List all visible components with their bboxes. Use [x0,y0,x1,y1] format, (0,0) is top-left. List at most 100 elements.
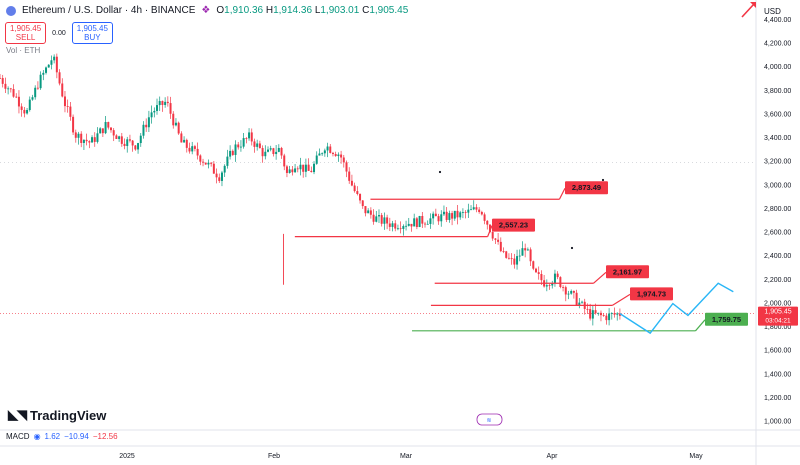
candle-body [310,170,313,173]
drawing-dot [438,170,442,174]
candle-body [553,273,556,284]
candle-body [20,106,23,110]
candle-body [597,312,600,314]
candle-body [364,206,367,214]
y-tick-label: 4,000.00 [764,64,791,71]
candle-body [532,261,535,269]
event-flag-icon [476,413,503,426]
candle-body [191,146,194,152]
candle-body [1,78,4,84]
candle-body [145,124,148,128]
candle-body [185,139,188,148]
candle-body [58,72,61,84]
candle-body [359,193,362,201]
candle-body [591,310,594,319]
candle-body [128,139,131,141]
ohlc-values: O1,910.36 H1,914.36 L1,903.01 C1,905.45 [216,5,409,16]
candle-body [72,116,75,133]
candle-body [47,64,50,68]
candle-body [613,313,616,315]
candle-body [440,214,443,222]
candle-body [437,216,440,222]
candle-body [510,258,513,260]
candle-body [377,215,380,217]
candle-body [315,155,318,164]
candle-body [31,97,34,100]
y-tick-label: 1,800.00 [764,324,791,331]
candle-body [264,151,267,157]
y-tick-label: 3,600.00 [764,111,791,118]
level-label-box [606,265,649,279]
candle-body [99,128,102,134]
indicators-icon[interactable]: ❖ [201,5,211,16]
candle-body [470,209,473,211]
candle-body [261,148,264,157]
y-tick-label: 1,600.00 [764,348,791,355]
candle-body [202,161,205,163]
candle-body [375,216,378,222]
candle-body [616,313,619,315]
candle-body [464,212,467,213]
y-tick-label: 3,000.00 [764,182,791,189]
candle-body [499,241,502,252]
y-tick-label: 3,800.00 [764,88,791,95]
candle-body [396,228,399,230]
symbol-title[interactable]: Ethereum / U.S. Dollar · 4h · BINANCE [22,5,196,16]
candle-body [518,255,521,257]
candle-body [394,223,397,229]
candle-body [180,133,183,143]
candle-body [39,74,42,89]
candle-body [535,268,538,273]
level-label-box [492,218,535,232]
candle-body [570,290,573,294]
level-connector [612,293,631,306]
candle-body [107,122,110,128]
candle-body [564,287,567,295]
candle-body [548,285,551,286]
candle-body [575,292,578,306]
ethereum-logo-icon [6,5,16,16]
candle-body [445,211,448,220]
candle-body [562,287,565,288]
candle-body [383,217,386,224]
candle-body [505,251,508,258]
macd-label: MACD [6,432,30,441]
drawing-dot [601,178,605,182]
candle-body [153,110,156,113]
y-tick-label: 3,400.00 [764,135,791,142]
candle-body [158,101,161,106]
candle-body [256,143,259,147]
candle-body [372,214,375,222]
y-tick-label: 1,000.00 [764,419,791,426]
candle-body [472,207,475,210]
currency-label[interactable]: USD [764,7,781,16]
candle-body [12,88,15,97]
candle-body [156,105,159,111]
candle-body [258,143,261,149]
candle-body [28,99,31,110]
x-tick-label: 2025 [119,453,135,460]
candle-body [169,103,172,114]
candle-body [15,96,18,98]
spread-value: 0.00 [52,29,66,37]
candle-body [139,135,142,144]
candle-body [418,215,421,227]
candle-body [448,213,451,220]
buy-button[interactable]: 1,905.45 BUY [71,22,113,44]
candle-body [82,139,85,143]
candle-body [245,138,248,139]
sell-button[interactable]: 1,905.45 SELL [5,22,47,44]
candle-body [491,232,494,239]
candle-body [131,140,134,146]
candle-body [23,109,26,114]
candle-body [524,248,527,251]
candle-body [7,88,10,90]
candle-body [0,77,1,79]
current-price-tag [758,306,798,326]
candle-body [350,180,353,186]
candle-body [183,139,186,143]
candle-body [196,148,199,156]
candle-body [608,313,611,321]
level-label: 2,161.97 [613,267,642,276]
